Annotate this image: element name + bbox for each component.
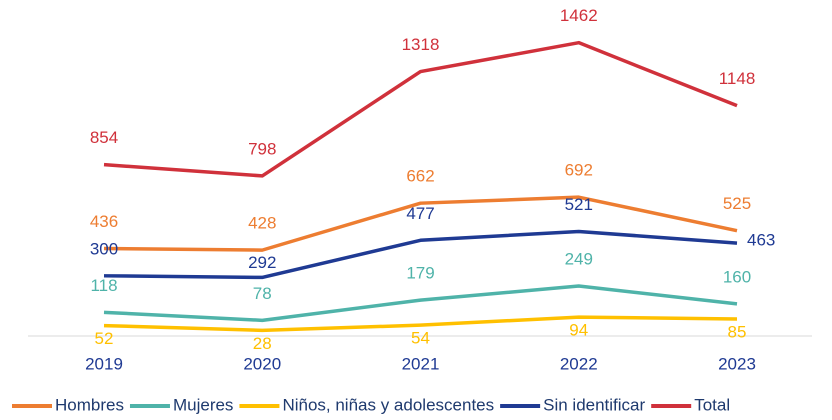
legend-label: Hombres	[55, 395, 124, 414]
data-label: 692	[565, 161, 593, 180]
data-label: 85	[728, 322, 747, 341]
series-line	[103, 40, 738, 178]
data-label: 160	[723, 267, 751, 286]
data-label: 477	[406, 204, 434, 223]
data-label: 436	[90, 212, 118, 231]
data-label: 521	[565, 195, 593, 214]
data-label: 54	[411, 329, 430, 348]
series-line	[103, 229, 738, 280]
data-label: 463	[747, 231, 775, 250]
data-label: 94	[569, 321, 588, 340]
data-label: 1462	[560, 6, 598, 25]
legend-label: Total	[694, 395, 730, 414]
x-tick-label: 2019	[85, 354, 123, 373]
x-tick-label: 2022	[560, 354, 598, 373]
series-line	[103, 284, 738, 323]
x-tick-label: 2021	[402, 354, 440, 373]
data-label: 525	[723, 194, 751, 213]
data-label: 179	[406, 264, 434, 283]
data-label: 1318	[402, 35, 440, 54]
data-label: 428	[248, 214, 276, 233]
data-label: 78	[253, 284, 272, 303]
x-tick-label: 2020	[243, 354, 281, 373]
data-label: 28	[253, 334, 272, 353]
legend-label: Mujeres	[173, 395, 233, 414]
data-label: 854	[90, 128, 118, 147]
data-label: 798	[248, 139, 276, 158]
data-label: 249	[565, 250, 593, 269]
series-line	[103, 195, 738, 252]
series-line	[103, 315, 738, 333]
data-label: 300	[90, 239, 118, 258]
legend-label: Sin identificar	[543, 395, 645, 414]
data-label: 1148	[719, 69, 756, 88]
data-label: 292	[248, 253, 276, 272]
x-tick-label: 2023	[718, 354, 756, 373]
legend-label: Niños, niñas y adolescentes	[282, 395, 494, 414]
data-label: 118	[90, 276, 117, 295]
data-label: 662	[406, 167, 434, 186]
data-label: 52	[95, 329, 114, 348]
